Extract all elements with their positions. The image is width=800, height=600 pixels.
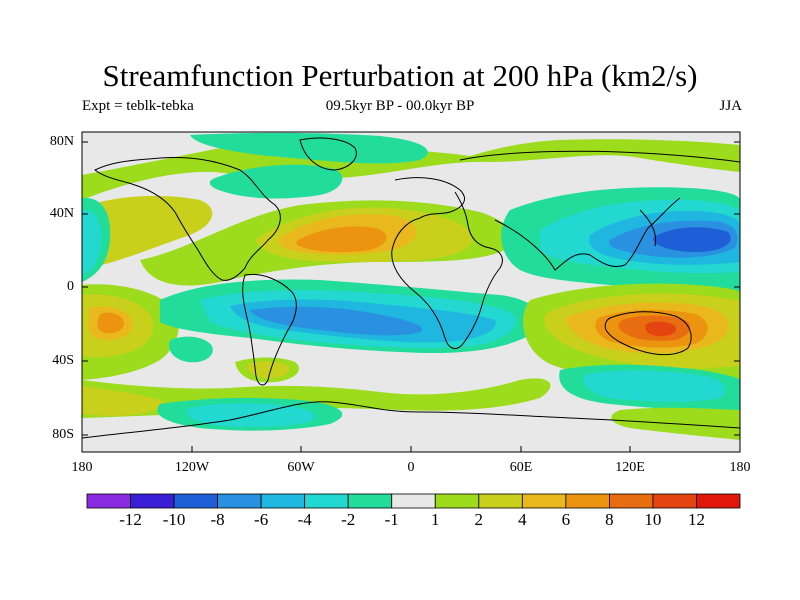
colorbar-label: 6: [561, 510, 571, 529]
contour-neg2-south-indian: [583, 370, 725, 402]
contour-neg2-east-pacific: [82, 209, 102, 275]
colorbar-label: -1: [384, 510, 399, 529]
contour-neg1-north-atlantic: [209, 164, 343, 199]
colorbar: [86, 493, 741, 509]
time-period-label: 09.5kyr BP - 00.0kyr BP: [325, 98, 475, 114]
colorbar-swatch: [434, 493, 480, 509]
y-tick-40s: 40S: [52, 353, 74, 368]
coastline-australia: [604, 311, 692, 356]
contour-neg1-south-pacific-small: [168, 336, 213, 363]
y-tick-0: 0: [67, 279, 74, 294]
colorbar-label: 12: [687, 510, 705, 529]
axis-ticks: [82, 141, 740, 452]
colorbar-label: 4: [518, 510, 527, 529]
y-tick-40n: 40N: [49, 206, 74, 221]
contour-fields: [82, 132, 740, 440]
contour-pos2-north-pacific: [82, 195, 213, 270]
contour-pos8-north-africa: [296, 226, 387, 253]
coastline-north-america: [94, 157, 281, 281]
colorbar-swatch: [173, 493, 218, 509]
x-tick-180e: 180: [729, 460, 751, 475]
colorbar-swatch: [304, 493, 349, 509]
colorbar-swatch: [391, 493, 436, 509]
map-title: Streamfunction Perturbation at 200 hPa (…: [102, 58, 698, 93]
x-tick-60w: 60W: [287, 460, 315, 475]
x-tick-0: 0: [407, 460, 415, 475]
y-tick-80n: 80N: [49, 134, 74, 149]
coastlines: [82, 137, 740, 439]
coastline-europe-africa: [391, 177, 503, 349]
contour-pos4-antarctic-west: [82, 386, 163, 416]
colorbar-swatch: [347, 493, 393, 509]
colorbar-swatch: [652, 493, 697, 509]
colorbar-swatch: [86, 493, 131, 509]
colorbar-swatch: [696, 493, 741, 509]
contour-pos8-south-pacific: [97, 312, 124, 334]
contour-pos12-australia: [645, 321, 677, 336]
colorbar-swatch: [130, 493, 175, 509]
colorbar-label: -12: [119, 510, 142, 529]
colorbar-label: -2: [341, 510, 356, 529]
x-tick-180w: 180: [71, 460, 93, 475]
contour-neg1-arctic: [190, 132, 428, 164]
contour-neg6-south-america: [250, 306, 422, 336]
colorbar-swatch: [609, 493, 654, 509]
colorbar-label: 2: [474, 510, 484, 529]
contour-pos4-south-america-south: [247, 361, 289, 378]
colorbar-swatch: [521, 493, 567, 509]
experiment-label: Expt = teblk-tebka: [82, 98, 194, 114]
season-label: JJA: [719, 98, 742, 114]
contour-neg8-west-pacific: [653, 227, 731, 253]
colorbar-swatch: [565, 493, 610, 509]
x-tick-120e: 120E: [615, 460, 645, 475]
contour-pos1-north-band: [82, 139, 740, 200]
colorbar-label: -6: [254, 510, 269, 529]
colorbar-label: -8: [210, 510, 225, 529]
colorbar-swatch: [260, 493, 306, 509]
coastline-asia: [459, 150, 740, 271]
coastline-greenland: [299, 137, 357, 171]
coastline-south-america: [242, 273, 297, 386]
x-tick-60e: 60E: [509, 460, 533, 475]
coastline-antarctica: [82, 401, 740, 439]
x-tick-120w: 120W: [174, 460, 210, 475]
colorbar-swatch: [217, 493, 262, 509]
colorbar-swatch: [478, 493, 523, 509]
colorbar-label: -4: [297, 510, 312, 529]
colorbar-label: 1: [431, 510, 440, 529]
colorbar-label: 10: [644, 510, 662, 529]
y-tick-80s: 80S: [52, 427, 74, 442]
colorbar-label: 8: [605, 510, 614, 529]
colorbar-label: -10: [162, 510, 186, 529]
